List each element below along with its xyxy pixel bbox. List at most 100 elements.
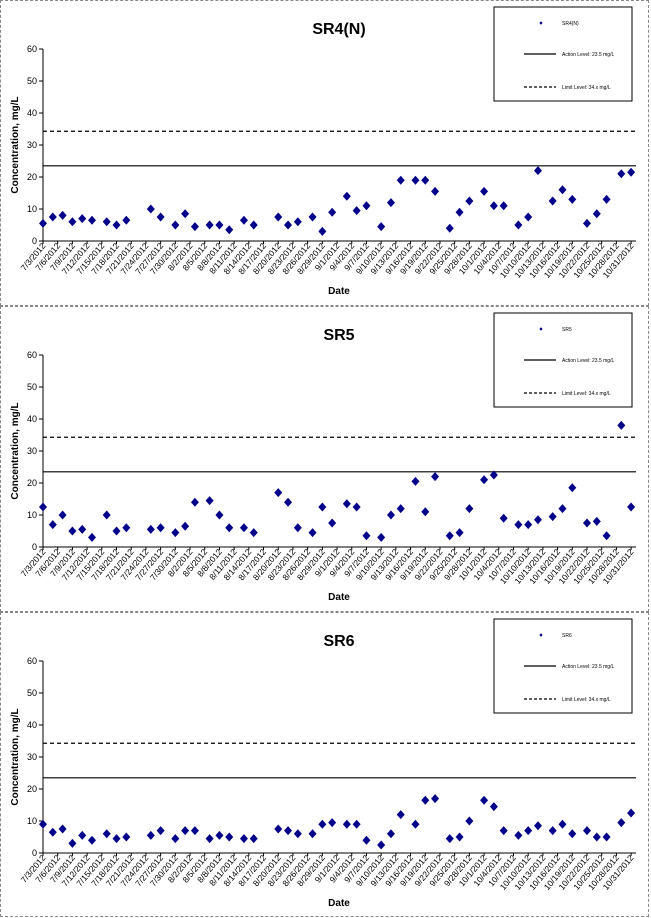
data-point	[396, 810, 405, 820]
data-point	[377, 222, 386, 232]
data-point	[102, 510, 111, 520]
data-point	[617, 420, 626, 430]
data-point	[514, 520, 523, 530]
data-point	[225, 832, 234, 842]
legend-box	[493, 618, 633, 714]
data-point	[122, 832, 131, 842]
data-point	[411, 476, 420, 486]
y-tick-label: 10	[27, 204, 37, 214]
data-point	[171, 220, 180, 230]
data-point	[293, 829, 302, 839]
data-point	[284, 826, 293, 836]
data-point	[78, 214, 87, 224]
data-point	[58, 510, 67, 520]
data-point	[328, 207, 337, 217]
data-point	[582, 518, 591, 528]
data-point	[68, 838, 77, 848]
data-point	[533, 821, 542, 831]
legend-marker	[539, 327, 543, 331]
data-point	[112, 526, 121, 536]
y-tick-label: 50	[27, 688, 37, 698]
data-point	[524, 826, 533, 836]
data-point	[362, 201, 371, 211]
data-point	[318, 226, 327, 236]
data-point	[274, 488, 283, 498]
data-point	[146, 204, 155, 214]
data-point	[181, 209, 190, 219]
data-point	[342, 191, 351, 201]
data-point	[318, 502, 327, 512]
data-point	[386, 829, 395, 839]
data-point	[284, 497, 293, 507]
data-point	[592, 209, 601, 219]
data-point	[225, 523, 234, 533]
data-point	[156, 212, 165, 222]
data-point	[480, 186, 489, 196]
data-point	[274, 824, 283, 834]
data-point	[489, 470, 498, 480]
chart-sr4n: SR4(N)01020304050607/3/20127/6/20127/9/2…	[10, 6, 636, 297]
data-point	[617, 169, 626, 179]
data-point	[465, 504, 474, 514]
data-point	[78, 524, 87, 534]
y-tick-label: 40	[27, 720, 37, 730]
data-point	[480, 795, 489, 805]
data-point	[421, 507, 430, 517]
legend-entry: Limit Level: 34.x mg/L	[562, 697, 611, 703]
data-point	[249, 834, 258, 844]
data-point	[146, 830, 155, 840]
data-point	[48, 212, 57, 222]
data-point	[455, 207, 464, 217]
data-point	[548, 196, 557, 206]
data-point	[431, 794, 440, 804]
data-point	[431, 472, 440, 482]
y-tick-label: 60	[27, 350, 37, 360]
data-point	[396, 175, 405, 185]
data-point	[239, 523, 248, 533]
chart-title: SR6	[323, 633, 354, 650]
data-point	[293, 217, 302, 227]
data-point	[465, 196, 474, 206]
y-tick-label: 30	[27, 140, 37, 150]
data-point	[122, 215, 131, 225]
data-point	[205, 496, 214, 506]
y-axis-label: Concentration, mg/L	[10, 402, 21, 499]
y-tick-label: 0	[32, 542, 37, 552]
data-point	[215, 510, 224, 520]
data-point	[156, 826, 165, 836]
chart-sr6: SR601020304050607/3/20127/6/20127/9/2012…	[10, 618, 636, 909]
data-point	[499, 513, 508, 523]
data-point	[249, 528, 258, 538]
y-tick-label: 60	[27, 44, 37, 54]
y-tick-label: 50	[27, 382, 37, 392]
data-point	[386, 198, 395, 208]
x-axis-label: Date	[328, 898, 350, 909]
legend-entry: Limit Level: 34.x mg/L	[562, 391, 611, 397]
data-point	[445, 223, 454, 233]
data-point	[465, 816, 474, 826]
data-point	[122, 523, 131, 533]
data-point	[156, 523, 165, 533]
data-point	[342, 819, 351, 829]
y-axis-label: Concentration, mg/L	[10, 96, 21, 193]
data-point	[627, 808, 636, 818]
data-point	[411, 819, 420, 829]
data-point	[455, 832, 464, 842]
legend-entry: Action Level: 23.5 mg/L	[562, 52, 614, 58]
legend-entry: SR5	[562, 327, 572, 333]
legend-entry: Limit Level: 34.x mg/L	[562, 85, 611, 91]
data-point	[249, 220, 258, 230]
data-point	[548, 512, 557, 522]
legend-box	[493, 6, 633, 102]
data-point	[88, 532, 97, 542]
data-point	[58, 210, 67, 220]
data-point	[421, 175, 430, 185]
data-point	[239, 834, 248, 844]
data-point	[102, 829, 111, 839]
legend-marker	[539, 21, 543, 25]
data-point	[181, 826, 190, 836]
y-tick-label: 10	[27, 510, 37, 520]
data-point	[568, 829, 577, 839]
data-point	[602, 194, 611, 204]
data-point	[548, 826, 557, 836]
